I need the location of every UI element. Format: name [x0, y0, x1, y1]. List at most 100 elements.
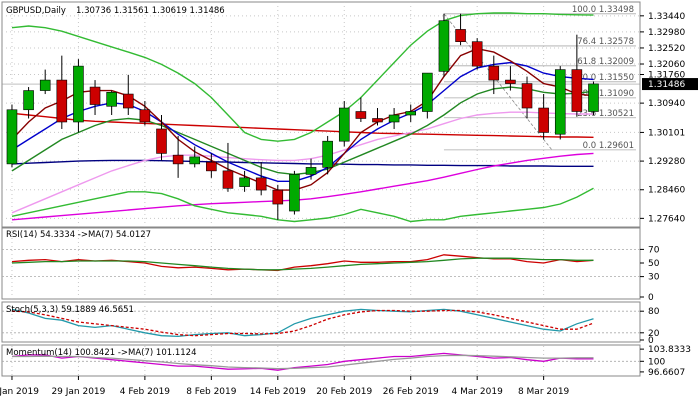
candle — [222, 142, 234, 192]
candle-body — [488, 65, 500, 81]
candle-body — [6, 109, 18, 165]
candle — [289, 170, 300, 215]
candle-body — [322, 140, 333, 168]
y-tick-label: 1.29280 — [648, 157, 685, 167]
fib-level-label: 38.2 1.31090 — [577, 89, 634, 99]
x-tick-label: 26 Feb 2019 — [383, 387, 439, 397]
chart-title: GBPUSD,Daily — [6, 6, 66, 16]
indicator-line — [11, 309, 594, 337]
candle — [56, 55, 68, 129]
fib-level-label: 61.8 1.32009 — [577, 57, 634, 67]
moving-average-line — [11, 86, 594, 176]
candle-body — [388, 114, 400, 123]
indicator-tick-label: 0 — [648, 336, 654, 346]
candle-body — [56, 79, 68, 123]
indicator-tick-label: 70 — [648, 245, 660, 255]
candle-body — [554, 69, 566, 135]
indicator-line — [12, 354, 594, 370]
candle-body — [172, 154, 184, 165]
x-tick-label: 23 Jan 2019 — [0, 387, 39, 397]
x-tick-label: 4 Mar 2019 — [452, 387, 504, 397]
moving-average-line — [11, 111, 594, 214]
candle-body — [455, 29, 466, 42]
candle-body — [272, 189, 284, 205]
current-price-box — [642, 78, 698, 91]
y-tick-label: 1.31760 — [648, 70, 685, 80]
indicator-tick-label: 50 — [648, 259, 660, 269]
candle-body — [255, 177, 267, 191]
y-tick-label: 1.28460 — [648, 186, 685, 196]
candle — [255, 162, 267, 196]
indicator-pane-frame — [1, 301, 641, 343]
candle-body — [355, 111, 367, 119]
candle — [488, 55, 500, 95]
candle-body — [139, 109, 151, 123]
y-tick-label: 1.32520 — [648, 44, 685, 54]
candle-body — [73, 65, 84, 123]
candle — [538, 94, 549, 140]
candle-body — [189, 156, 201, 165]
candle-body — [156, 128, 167, 154]
y-tick-label: 1.32060 — [648, 60, 685, 70]
candle — [272, 184, 284, 220]
candle-body — [23, 90, 34, 111]
candle-body — [521, 83, 533, 109]
candle-body — [372, 118, 383, 123]
candle-body — [106, 92, 117, 107]
x-tick-label: 14 Feb 2019 — [250, 387, 306, 397]
candle-body — [571, 69, 583, 112]
x-tick-label: 29 Jan 2019 — [51, 387, 105, 397]
candle-body — [305, 167, 317, 175]
indicator-tick-label: 100 — [648, 357, 665, 367]
candle — [239, 170, 250, 192]
fib-level-label: 50.0 1.31550 — [577, 73, 634, 83]
candle — [571, 34, 583, 117]
candle-body — [239, 177, 250, 187]
candle — [455, 13, 466, 46]
candle-body — [405, 111, 417, 116]
candle — [172, 135, 184, 178]
y-tick-label: 1.33440 — [648, 12, 685, 22]
candle — [139, 101, 151, 126]
main-pane-frame — [1, 1, 641, 229]
candle — [6, 104, 18, 168]
indicator-tick-label: 80 — [648, 307, 660, 317]
candle — [554, 66, 566, 140]
y-tick-label: 1.30940 — [648, 99, 685, 109]
indicator-tick-label: 96.6607 — [648, 368, 685, 378]
candle-body — [538, 107, 549, 133]
indicator-tick-label: 30 — [648, 273, 660, 283]
indicator-line — [11, 352, 594, 371]
moving-average-line — [11, 47, 594, 191]
x-tick-label: 20 Feb 2019 — [316, 387, 372, 397]
candle — [405, 104, 417, 122]
fib-level-label: 100.0 1.33498 — [572, 5, 634, 15]
indicator-tick-label: 0 — [648, 293, 654, 303]
ohlc-readout: 1.30736 1.31561 1.30619 1.31486 — [76, 6, 225, 16]
indicator-tick-label: 20 — [648, 329, 660, 339]
candle-body — [289, 174, 300, 212]
indicator-label: Stoch(5,3,3) 59.1889 46.5651 — [6, 305, 134, 315]
candle — [206, 153, 217, 178]
candle — [89, 80, 101, 115]
x-tick-label: 8 Mar 2019 — [518, 387, 570, 397]
x-tick-label: 8 Feb 2019 — [186, 387, 237, 397]
indicator-tick-label: 103.8333 — [648, 345, 691, 355]
fib-level-label: 0.0 1.29601 — [583, 141, 634, 151]
candle — [372, 108, 383, 126]
candle-body — [89, 86, 101, 105]
candle — [122, 74, 134, 115]
moving-average-line — [11, 152, 594, 221]
candle-body — [206, 161, 217, 172]
candle — [189, 146, 201, 168]
candle — [588, 81, 599, 115]
candle-body — [471, 41, 483, 67]
fib-level-label: 23.6 1.30521 — [577, 109, 634, 119]
candle — [106, 90, 117, 115]
candle — [23, 87, 34, 119]
candle-body — [588, 83, 599, 112]
indicator-label: Momentum(14) 100.8421 ->MA(7) 101.1124 — [6, 348, 196, 358]
current-price-label: 1.31486 — [648, 80, 685, 90]
x-tick-label: 4 Feb 2019 — [120, 387, 171, 397]
